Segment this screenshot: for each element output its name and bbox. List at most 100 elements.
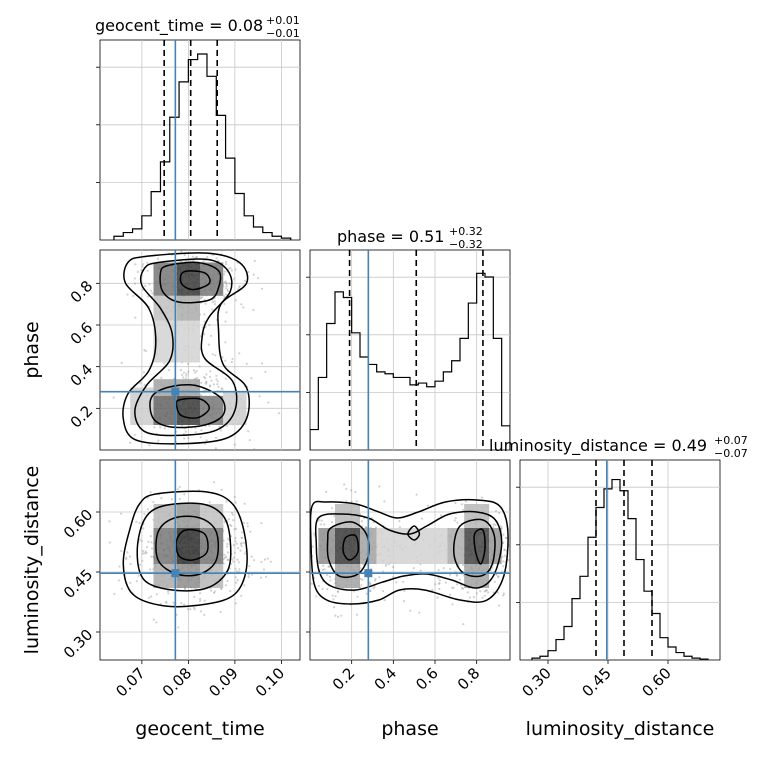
y-ticks xyxy=(516,486,520,603)
scatter-point xyxy=(243,552,246,555)
scatter-point xyxy=(267,401,270,404)
scatter-point xyxy=(227,267,230,270)
scatter-point xyxy=(193,608,196,611)
scatter-point xyxy=(160,497,163,500)
scatter-point xyxy=(152,500,155,504)
scatter-point xyxy=(200,429,203,432)
scatter-point xyxy=(372,521,375,524)
scatter-point xyxy=(224,377,227,380)
x-tick-label: 0.10 xyxy=(252,664,288,700)
scatter-point xyxy=(325,490,328,493)
contour-core-bottom xyxy=(175,397,211,419)
scatter-point xyxy=(436,596,439,599)
scatter-point xyxy=(343,483,346,486)
scatter-point xyxy=(354,490,357,494)
scatter-point xyxy=(151,547,154,550)
scatter-point xyxy=(332,598,335,601)
scatter-point xyxy=(300,548,302,550)
scatter-point xyxy=(237,547,240,550)
scatter-point xyxy=(199,335,202,338)
scatter-point xyxy=(502,594,505,597)
y-ticks xyxy=(96,66,100,183)
scatter-point xyxy=(444,581,447,584)
scatter-point xyxy=(198,246,200,248)
scatter-point xyxy=(226,290,230,293)
scatter-point xyxy=(185,259,188,262)
scatter-point xyxy=(215,378,218,381)
scatter-point xyxy=(251,573,254,576)
scatter-point xyxy=(266,557,269,560)
scatter-point xyxy=(223,521,226,524)
density-cell xyxy=(176,528,200,564)
scatter-point xyxy=(191,255,194,258)
scatter-point xyxy=(201,295,204,298)
scatter-point xyxy=(340,614,343,617)
scatter-point xyxy=(234,268,237,271)
density-cell xyxy=(153,564,177,588)
truth-marker xyxy=(171,387,180,396)
scatter-point xyxy=(415,493,418,496)
x-ticks: 0.07 0.08 0.09 0.10 xyxy=(112,660,288,700)
scatter-point xyxy=(252,308,255,312)
contour-lines xyxy=(310,498,509,605)
scatter-point xyxy=(392,576,395,579)
scatter-point xyxy=(150,555,153,558)
scatter-point xyxy=(228,282,231,285)
x-tick-label: 0.4 xyxy=(371,664,401,694)
scatter-point xyxy=(138,521,141,525)
scatter-point xyxy=(212,383,215,386)
scatter-point xyxy=(458,578,461,581)
scatter-point xyxy=(462,623,465,626)
scatter-point xyxy=(144,284,147,287)
scatter-point xyxy=(437,577,440,580)
scatter-point xyxy=(462,563,465,567)
scatter-point xyxy=(195,370,198,373)
scatter-point xyxy=(177,626,180,629)
scatter-point xyxy=(203,375,206,379)
scatter-point xyxy=(192,369,196,372)
scatter-point xyxy=(516,565,518,567)
scatter-point xyxy=(231,513,234,516)
contour-mid xyxy=(136,502,232,592)
scatter-point xyxy=(232,519,235,522)
scatter-point xyxy=(231,558,234,561)
scatter-point xyxy=(181,373,184,376)
scatter-point xyxy=(198,365,201,368)
scatter-point xyxy=(419,569,422,572)
scatter-point xyxy=(239,549,242,552)
quantile-lines xyxy=(163,40,219,240)
scatter-point xyxy=(204,242,206,244)
scatter-point xyxy=(192,259,195,262)
scatter-point xyxy=(231,357,234,361)
scatter-point xyxy=(360,584,363,587)
scatter-point xyxy=(492,523,495,526)
contour-inner-right xyxy=(453,518,496,578)
scatter-point xyxy=(128,555,132,558)
scatter-point xyxy=(156,257,160,260)
scatter-point xyxy=(226,558,229,561)
scatter-point xyxy=(233,551,236,554)
x-tick-label: 0.60 xyxy=(638,664,674,700)
scatter-point xyxy=(195,256,198,259)
scatter-point xyxy=(199,610,202,613)
quantile-lines xyxy=(595,460,653,660)
scatter-point xyxy=(261,287,264,290)
scatter-point xyxy=(143,383,146,386)
grid xyxy=(310,250,510,450)
scatter-point xyxy=(498,511,501,515)
scatter-point xyxy=(361,578,364,581)
scatter-point xyxy=(203,613,206,616)
scatter-point xyxy=(224,584,227,587)
y-tick-label: 0.45 xyxy=(60,566,96,602)
scatter-point xyxy=(148,242,150,244)
scatter-point xyxy=(146,508,149,511)
scatter-point xyxy=(223,270,226,273)
scatter-point xyxy=(200,296,203,299)
scatter-point xyxy=(234,540,237,543)
scatter-point xyxy=(398,526,401,529)
scatter-point xyxy=(252,559,256,562)
scatter-point xyxy=(224,556,227,559)
title-phase-minus: −0.32 xyxy=(449,238,483,251)
scatter-point xyxy=(232,556,235,559)
